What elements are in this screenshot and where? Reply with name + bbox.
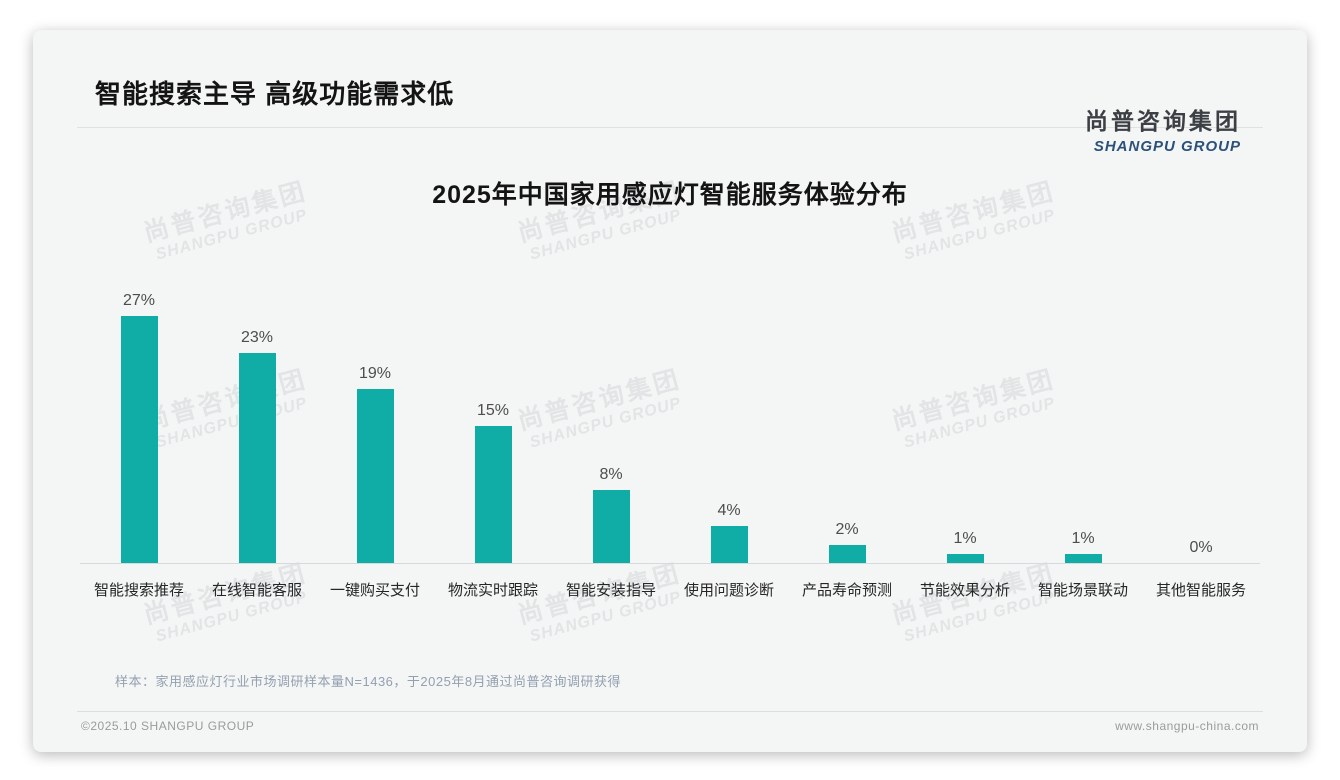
bar-column: 15% [434, 402, 552, 563]
bar-column: 4% [670, 502, 788, 563]
plot-area: 27% 23% 19% 15% 8% 4% 2% 1% 1% 0% [80, 282, 1260, 564]
slide-card: 尚普咨询集团 SHANGPU GROUP 尚普咨询集团 SHANGPU GROU… [33, 30, 1307, 752]
sample-note: 样本：家用感应灯行业市场调研样本量N=1436，于2025年8月通过尚普咨询调研… [115, 674, 622, 689]
bar-value-label: 0% [1189, 539, 1213, 556]
card-footer: ©2025.10 SHANGPU GROUP www.shangpu-china… [77, 711, 1263, 752]
bar-value-label: 23% [240, 328, 274, 346]
bar-column: 1% [1024, 530, 1142, 563]
chart-title: 2025年中国家用感应灯智能服务体验分布 [432, 181, 908, 209]
category-label: 智能搜索推荐 [93, 582, 184, 599]
category-axis: 智能搜索推荐 在线智能客服 一键购买支付 物流实时跟踪 智能安装指导 使用问题诊… [80, 564, 1260, 600]
company-logo: 尚普咨询集团 SHANGPU GROUP [1085, 102, 1241, 155]
category-label: 使用问题诊断 [683, 582, 774, 599]
bar [120, 315, 158, 563]
category-label: 一键购买支付 [329, 582, 420, 599]
bar-column: 8% [552, 466, 670, 563]
bar [710, 526, 748, 563]
bar [592, 489, 630, 563]
bar-column: 2% [788, 521, 906, 563]
bar-column: 19% [316, 365, 434, 563]
logo-en-text: SHANGPU GROUP [1093, 138, 1241, 155]
bar-column: 0% [1142, 539, 1260, 563]
category-label: 产品寿命预测 [801, 582, 892, 599]
bar-value-label: 1% [1071, 529, 1095, 547]
header-divider [77, 127, 1263, 128]
header: 尚普咨询集团 SHANGPU GROUP 智能搜索主导 高级功能需求低 [33, 74, 1307, 155]
bar-value-label: 1% [953, 529, 977, 547]
bar-value-label: 27% [122, 291, 156, 309]
bar [356, 389, 394, 563]
footer-copyright: ©2025.10 SHANGPU GROUP [81, 719, 255, 733]
category-label: 在线智能客服 [211, 582, 302, 599]
bar [946, 553, 984, 563]
bar [474, 425, 512, 563]
logo-cn-text: 尚普咨询集团 [1085, 108, 1241, 134]
bar [238, 352, 276, 563]
bar-value-label: 15% [476, 401, 510, 419]
category-label: 智能场景联动 [1037, 582, 1128, 599]
bar [828, 544, 866, 563]
bar-column: 1% [906, 530, 1024, 563]
bar-column: 27% [80, 292, 198, 563]
page-title: 智能搜索主导 高级功能需求低 [95, 79, 455, 109]
bar-value-label: 19% [358, 365, 392, 383]
footer-website: www.shangpu-china.com [1115, 719, 1259, 733]
category-label: 智能安装指导 [565, 582, 656, 599]
bar-value-label: 2% [835, 520, 859, 538]
bar-column: 23% [198, 329, 316, 563]
bar-value-label: 8% [599, 465, 623, 483]
bar-chart: 2025年中国家用感应灯智能服务体验分布 27% 23% 19% 15% 8% … [33, 175, 1307, 600]
category-label: 物流实时跟踪 [447, 582, 538, 599]
category-label: 节能效果分析 [919, 582, 1010, 599]
bar-value-label: 4% [717, 502, 741, 520]
bar [1064, 553, 1102, 563]
category-label: 其他智能服务 [1155, 582, 1246, 599]
